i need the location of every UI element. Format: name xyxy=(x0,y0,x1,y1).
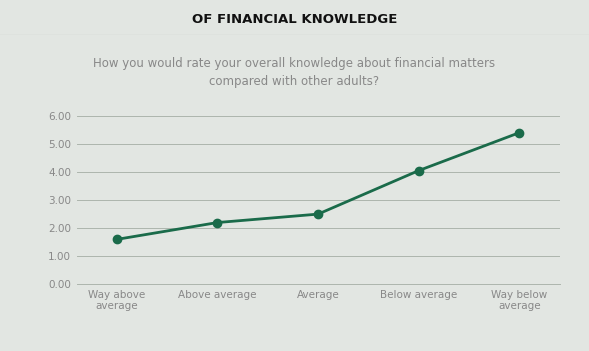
Text: OF FINANCIAL KNOWLEDGE: OF FINANCIAL KNOWLEDGE xyxy=(192,13,397,26)
Text: How you would rate your overall knowledge about financial matters
compared with : How you would rate your overall knowledg… xyxy=(94,57,495,88)
